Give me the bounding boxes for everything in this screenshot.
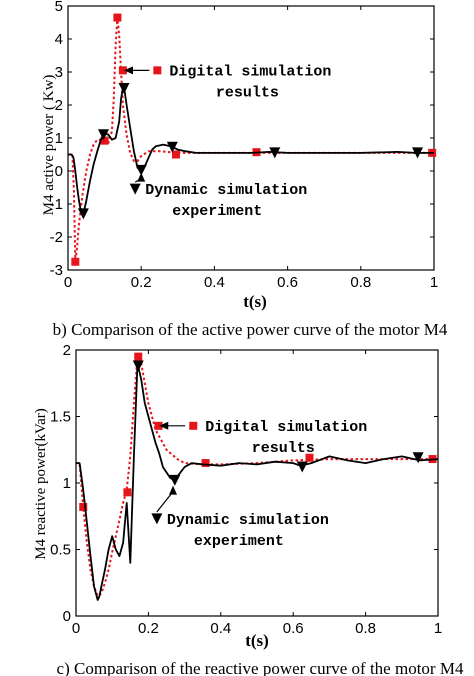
x-tick-label: 0.6 (277, 274, 298, 291)
legend-square-marker (189, 421, 198, 430)
annotation-arrow-line (156, 491, 174, 513)
chart-caption: c) Comparison of the reactive power curv… (57, 659, 464, 676)
y-tick-label: 2 (63, 342, 71, 359)
x-tick-label: 1 (430, 274, 438, 291)
y-tick-label: -3 (50, 262, 63, 279)
y-tick-label: 1 (55, 130, 63, 147)
x-tick-label: 0 (64, 274, 72, 291)
dynamic-simulation-line (76, 362, 439, 601)
x-tick-label: 0.2 (138, 620, 159, 637)
y-tick-label: 0 (55, 163, 63, 180)
annotation-label: experiment (194, 533, 284, 550)
data-point-square (154, 421, 163, 430)
data-point-triangle (412, 147, 424, 159)
y-tick-label: 0 (63, 608, 71, 625)
annotation-label: Dynamic simulation (167, 512, 329, 529)
data-point-square (171, 150, 180, 159)
plot-frame (67, 5, 435, 271)
plot-frame (75, 349, 439, 617)
data-point-square (100, 136, 109, 145)
annotation-arrowhead (137, 172, 146, 182)
y-tick-label: -2 (50, 229, 63, 246)
legend-triangle-marker (129, 183, 141, 195)
x-tick-label: 0.8 (350, 274, 371, 291)
annotation-label: experiment (172, 203, 262, 220)
y-tick-label: -1 (50, 196, 63, 213)
data-point-triangle (166, 141, 178, 153)
data-point-square (123, 488, 132, 497)
x-tick-label: 0.4 (210, 620, 231, 637)
data-point-triangle (98, 129, 110, 141)
chart-caption: b) Comparison of the active power curve … (53, 320, 448, 339)
data-point-triangle (77, 208, 89, 220)
annotation-label: Digital simulation (205, 419, 367, 436)
y-axis-label: M4 active power ( Kw) (41, 75, 57, 216)
annotation-arrowhead (123, 66, 133, 75)
y-tick-label: 5 (55, 0, 63, 15)
legend-square-marker (153, 66, 162, 75)
data-point-square (305, 453, 314, 462)
digital-simulation-line (68, 16, 434, 262)
data-point-square (71, 257, 80, 266)
reactive-power-chart: M4 reactive power(kVar) t(s) c) Comparis… (33, 342, 464, 676)
annotation-label: Dynamic simulation (145, 182, 307, 199)
annotation-label: results (252, 440, 315, 457)
y-tick-label: 0.5 (50, 542, 71, 559)
annotation-label: results (216, 84, 279, 101)
active-power-chart: M4 active power ( Kw) t(s) b) Comparison… (41, 0, 448, 339)
y-axis-label: M4 reactive power(kVar) (33, 408, 49, 560)
y-tick-label: 2 (55, 97, 63, 114)
x-tick-label: 1 (434, 620, 442, 637)
data-point-square (118, 66, 127, 75)
x-tick-label: 0.2 (131, 274, 152, 291)
annotation-arrowhead (169, 485, 178, 495)
x-axis-label: t(s) (245, 631, 269, 650)
legend-triangle-marker (151, 513, 163, 525)
annotation-label: Digital simulation (169, 63, 331, 80)
x-tick-label: 0.4 (204, 274, 225, 291)
y-tick-label: 3 (55, 64, 63, 81)
y-tick-label: 4 (55, 31, 63, 48)
data-point-triangle (118, 83, 130, 94)
data-point-triangle (132, 360, 144, 372)
y-tick-label: 1.5 (50, 409, 71, 426)
data-point-triangle (296, 461, 308, 473)
data-point-triangle (135, 164, 147, 176)
x-tick-label: 0.8 (355, 620, 376, 637)
x-tick-label: 0 (72, 620, 80, 637)
data-point-triangle (169, 474, 181, 486)
annotation-arrowhead (159, 421, 169, 430)
data-point-square (79, 502, 88, 511)
x-axis-label: t(s) (243, 292, 267, 311)
x-tick-label: 0.6 (283, 620, 304, 637)
data-point-square (201, 459, 210, 468)
data-point-square (134, 352, 143, 361)
data-point-triangle (269, 147, 281, 159)
data-point-square (113, 13, 122, 22)
y-tick-label: 1 (63, 475, 71, 492)
data-point-triangle (412, 452, 424, 464)
